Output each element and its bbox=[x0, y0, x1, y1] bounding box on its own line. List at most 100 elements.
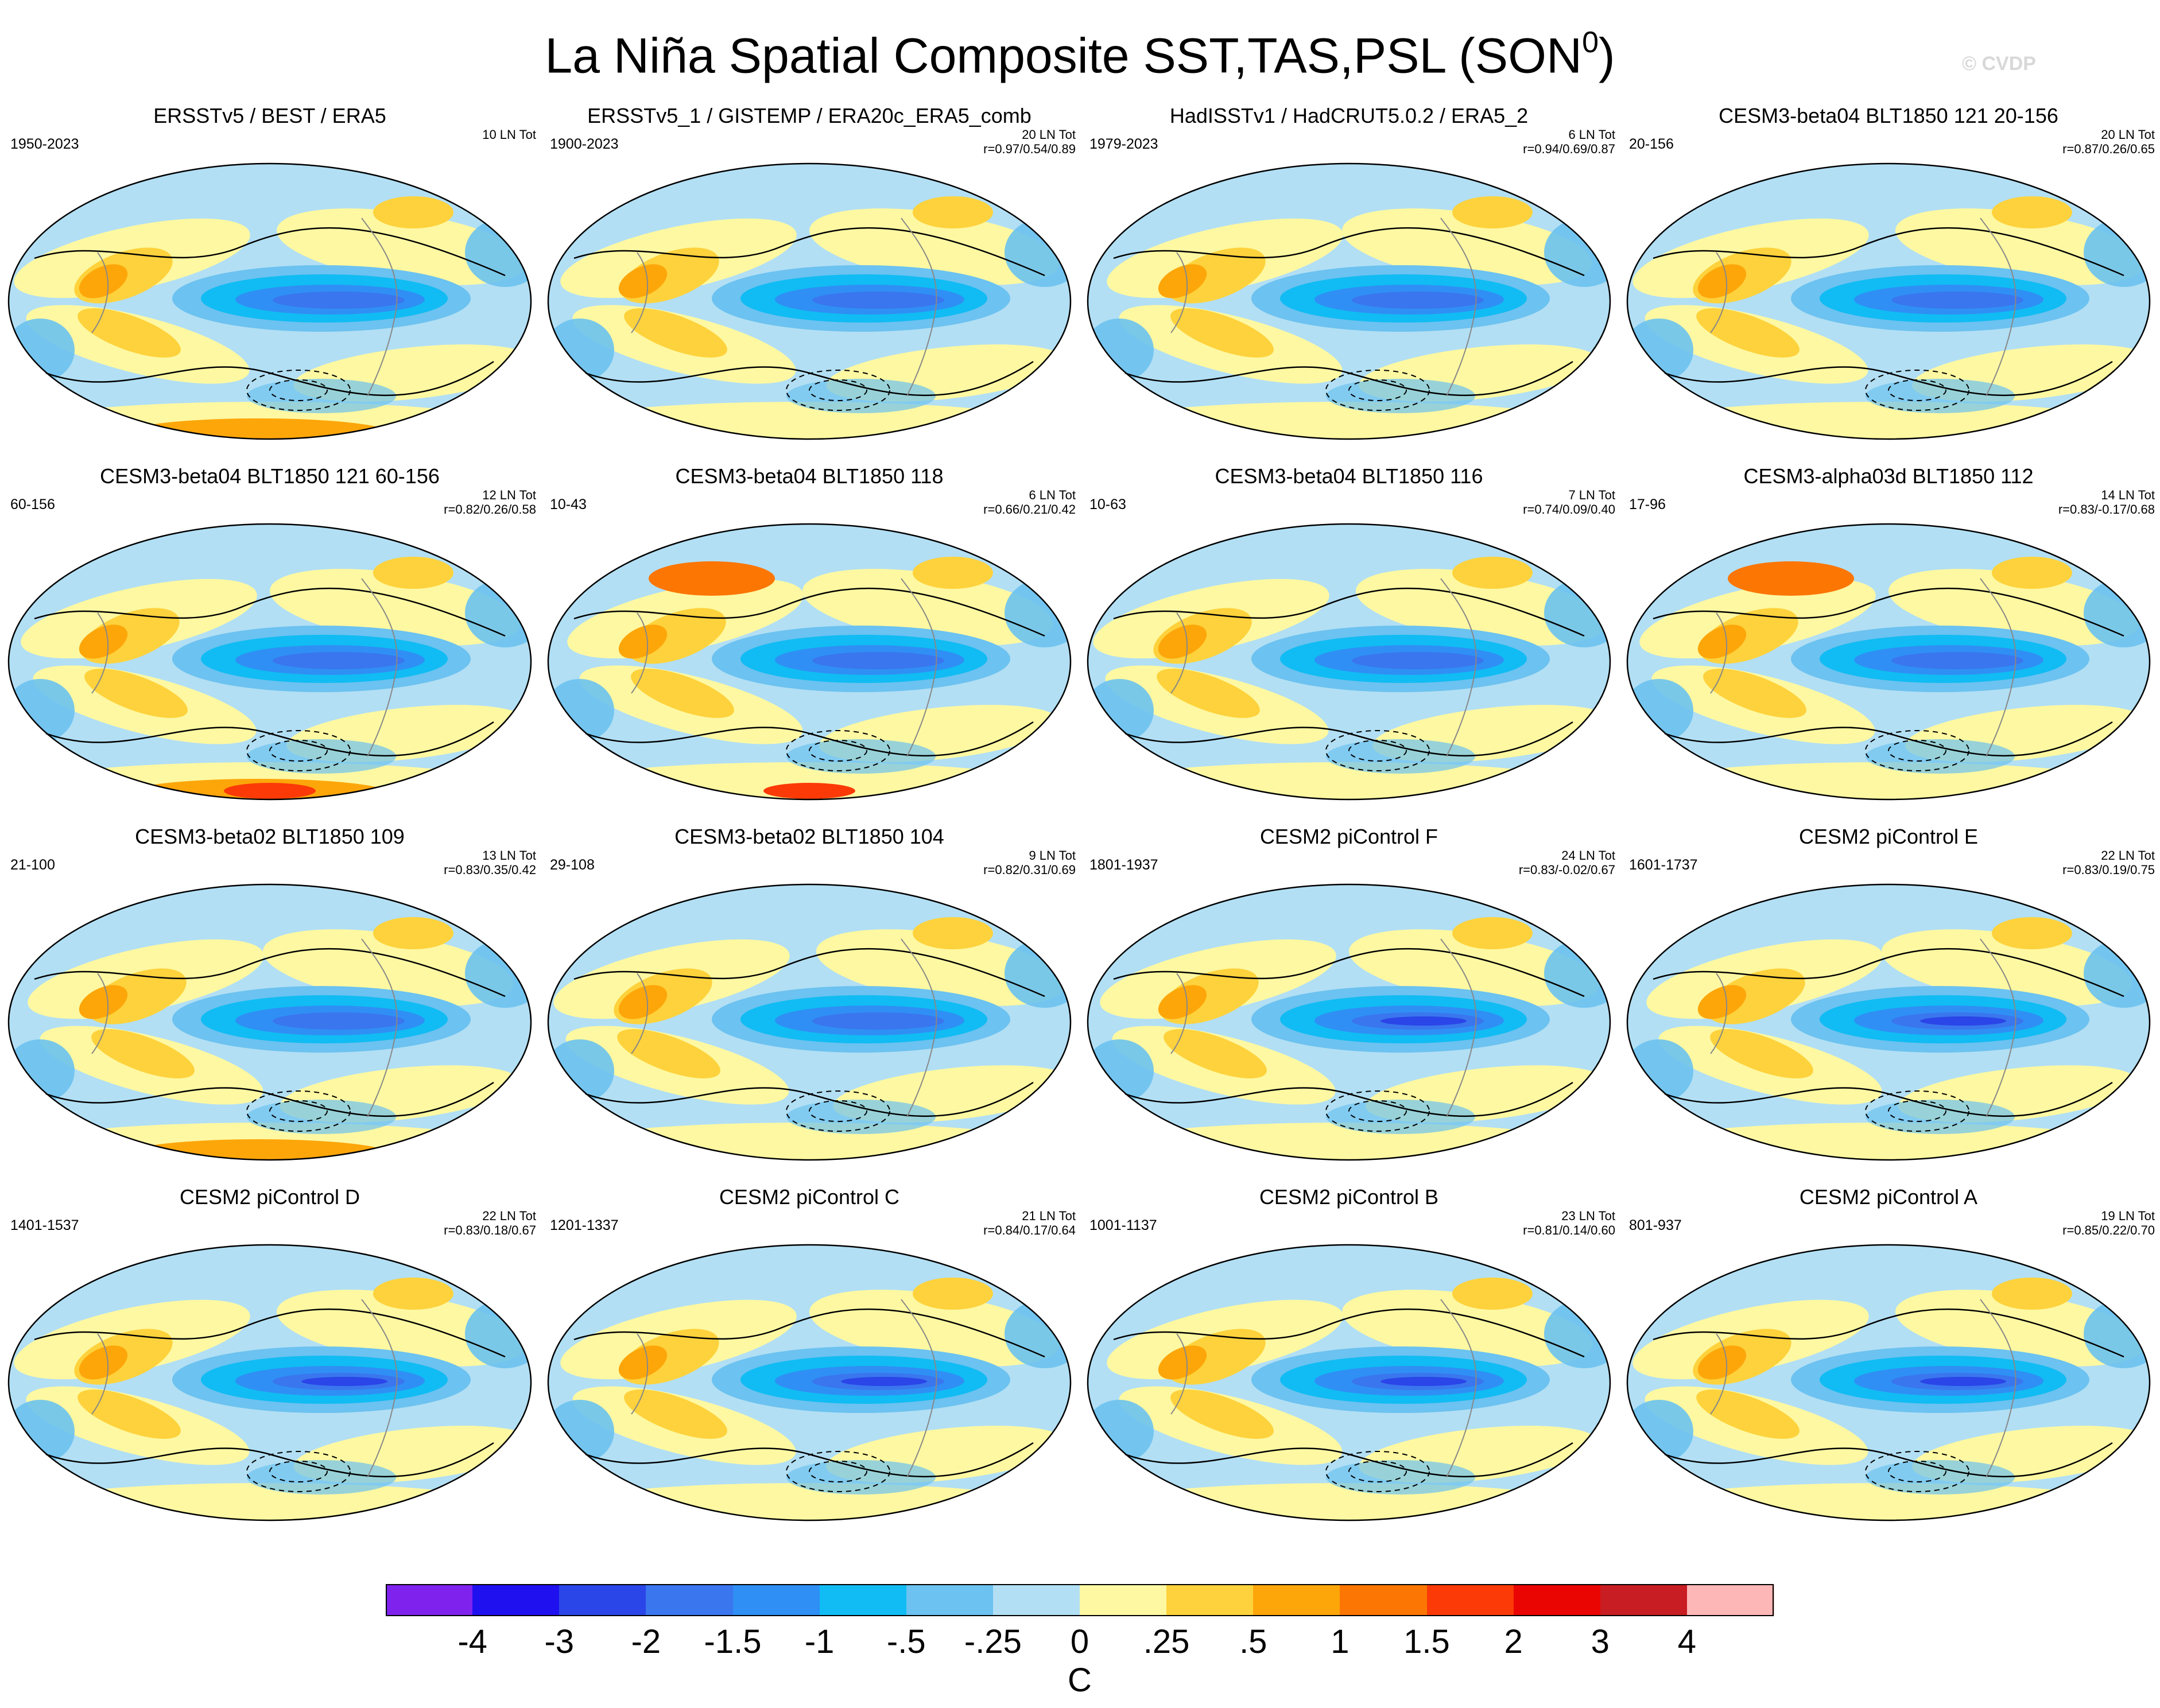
panel-event-count: 22 LN Tot bbox=[2101, 848, 2155, 863]
anomaly-map bbox=[1626, 1244, 2151, 1521]
colorbar-swatch bbox=[1513, 1584, 1601, 1616]
panel-title: CESM3-beta04 BLT1850 118 bbox=[675, 464, 944, 488]
panel-years: 60-156 bbox=[10, 496, 55, 513]
panel-stats: 12 LN Tot r=0.82/0.26/0.58 bbox=[444, 488, 536, 517]
panel-event-count: 23 LN Tot bbox=[1561, 1209, 1615, 1223]
panel-event-count: 14 LN Tot bbox=[2101, 488, 2155, 502]
colorbar-swatch bbox=[819, 1584, 907, 1616]
panel-pattern-correlation: r=0.87/0.26/0.65 bbox=[2062, 142, 2155, 156]
colorbar-tick-label: 1.5 bbox=[1403, 1623, 1450, 1660]
panel-years: 17-96 bbox=[1629, 496, 1666, 513]
colorbar-tick-label: -.5 bbox=[886, 1623, 926, 1660]
colorbar-tick-label: -1 bbox=[804, 1623, 835, 1660]
anomaly-map bbox=[1626, 883, 2151, 1161]
panel-stats: 20 LN Tot r=0.97/0.54/0.89 bbox=[983, 127, 1076, 156]
panel-stats: 7 LN Tot r=0.74/0.09/0.40 bbox=[1523, 488, 1615, 517]
panel-pattern-correlation: r=0.94/0.69/0.87 bbox=[1523, 142, 1615, 156]
panel-pattern-correlation: r=0.66/0.21/0.42 bbox=[983, 502, 1076, 517]
panel-stats: 13 LN Tot r=0.83/0.35/0.42 bbox=[444, 848, 536, 877]
colorbar-tick-label: -2 bbox=[631, 1623, 661, 1660]
panel-stats: 22 LN Tot r=0.83/0.18/0.67 bbox=[444, 1209, 536, 1237]
map-panel: CESM3-beta02 BLT1850 109 21-100 13 LN Tot r… bbox=[0, 824, 540, 1183]
panel-pattern-correlation: r=0.83/0.19/0.75 bbox=[2062, 863, 2155, 877]
panel-years: 801-937 bbox=[1629, 1217, 1682, 1233]
colorbar-swatch bbox=[472, 1584, 560, 1616]
panel-stats: 23 LN Tot r=0.81/0.14/0.60 bbox=[1523, 1209, 1615, 1237]
colorbar-tick-label: .25 bbox=[1143, 1623, 1190, 1660]
panel-years: 1900-2023 bbox=[550, 136, 619, 152]
panel-years: 1201-1337 bbox=[550, 1217, 619, 1233]
panel-years: 10-43 bbox=[550, 496, 587, 513]
panel-years: 1950-2023 bbox=[10, 136, 79, 152]
panel-title: CESM3-beta04 BLT1850 116 bbox=[1215, 464, 1483, 488]
map-panel: CESM2 piControl F 1801-1937 24 LN Tot r=0.8… bbox=[1079, 824, 1619, 1183]
panel-title: CESM3-beta02 BLT1850 109 bbox=[135, 825, 405, 848]
panel-event-count: 10 LN Tot bbox=[482, 127, 536, 142]
panel-event-count: 7 LN Tot bbox=[1568, 488, 1615, 502]
colorbar-units: C bbox=[1068, 1662, 1092, 1699]
anomaly-map bbox=[1087, 523, 1611, 801]
panel-title: ERSSTv5 / BEST / ERA5 bbox=[153, 104, 386, 127]
panel-event-count: 12 LN Tot bbox=[482, 488, 536, 502]
map-panel: CESM3-beta04 BLT1850 118 10-43 6 LN Tot r=0… bbox=[540, 464, 1079, 822]
colorbar-tick-label: 0 bbox=[1070, 1623, 1089, 1660]
panel-event-count: 21 LN Tot bbox=[1022, 1209, 1076, 1223]
panel-stats: 19 LN Tot r=0.85/0.22/0.70 bbox=[2062, 1209, 2155, 1237]
colorbar-tick-label: -4 bbox=[457, 1623, 487, 1660]
map-panel: CESM3-beta04 BLT1850 121 20-156 20-156 20 … bbox=[1619, 103, 2158, 462]
map-panel: HadISSTv1 / HadCRUT5.0.2 / ERA5_2 1979-20… bbox=[1079, 103, 1619, 462]
panel-title: CESM3-beta02 BLT1850 104 bbox=[674, 825, 944, 848]
panel-years: 29-108 bbox=[550, 857, 595, 873]
panel-pattern-correlation: r=0.97/0.54/0.89 bbox=[983, 142, 1076, 156]
colorbar-swatch bbox=[1340, 1584, 1427, 1616]
anomaly-map bbox=[7, 883, 532, 1161]
map-panel: CESM2 piControl B 1001-1137 23 LN Tot r=0.8… bbox=[1079, 1185, 1619, 1543]
map-panel: ERSSTv5_1 / GISTEMP / ERA20c_ERA5_comb 19… bbox=[540, 103, 1079, 462]
anomaly-map bbox=[547, 523, 1072, 801]
panel-title: CESM2 piControl A bbox=[1799, 1185, 1978, 1209]
colorbar-swatch bbox=[732, 1584, 820, 1616]
colorbar-tick-label: 4 bbox=[1677, 1623, 1696, 1660]
panel-stats: 6 LN Tot r=0.66/0.21/0.42 bbox=[983, 488, 1076, 517]
map-panel: CESM3-beta02 BLT1850 104 29-108 9 LN Tot r=… bbox=[540, 824, 1079, 1183]
map-panel: CESM3-beta04 BLT1850 121 60-156 60-156 12 … bbox=[0, 464, 540, 822]
anomaly-map bbox=[1626, 162, 2151, 440]
panel-event-count: 6 LN Tot bbox=[1568, 127, 1615, 142]
panel-years: 1401-1537 bbox=[10, 1217, 79, 1233]
panel-pattern-correlation: r=0.83/-0.17/0.68 bbox=[2058, 502, 2155, 517]
colorbar-tick-label: -3 bbox=[544, 1623, 575, 1660]
panel-years: 10-63 bbox=[1089, 496, 1126, 513]
map-panel: ERSSTv5 / BEST / ERA5 1950-2023 10 LN Tot bbox=[0, 103, 540, 462]
panel-stats: 14 LN Tot r=0.83/-0.17/0.68 bbox=[2058, 488, 2155, 517]
panel-pattern-correlation: r=0.82/0.26/0.58 bbox=[444, 502, 536, 517]
panel-title: CESM2 piControl C bbox=[719, 1185, 900, 1209]
colorbar-swatch bbox=[1426, 1584, 1514, 1616]
panel-stats: 20 LN Tot r=0.87/0.26/0.65 bbox=[2062, 127, 2155, 156]
panel-pattern-correlation: r=0.85/0.22/0.70 bbox=[2062, 1223, 2155, 1237]
panel-pattern-correlation: r=0.81/0.14/0.60 bbox=[1523, 1223, 1615, 1237]
anomaly-map bbox=[547, 883, 1072, 1161]
colorbar-swatch bbox=[906, 1584, 994, 1616]
panel-title: CESM2 piControl D bbox=[179, 1185, 360, 1209]
panel-event-count: 9 LN Tot bbox=[1029, 848, 1076, 863]
colorbar-tick-label: 3 bbox=[1591, 1623, 1610, 1660]
panel-pattern-correlation: r=0.83/0.35/0.42 bbox=[444, 863, 536, 877]
map-panel: CESM3-beta04 BLT1850 116 10-63 7 LN Tot r=0… bbox=[1079, 464, 1619, 822]
panel-years: 1601-1737 bbox=[1629, 857, 1698, 873]
colorbar-swatch bbox=[1600, 1584, 1688, 1616]
anomaly-map bbox=[547, 162, 1072, 440]
colorbar-swatch bbox=[1166, 1584, 1254, 1616]
colorbar-tick-label: 2 bbox=[1504, 1623, 1523, 1660]
panel-title: CESM2 piControl B bbox=[1259, 1185, 1439, 1209]
panel-years: 1979-2023 bbox=[1089, 136, 1158, 152]
map-panel: CESM2 piControl C 1201-1337 21 LN Tot r=0.8… bbox=[540, 1185, 1079, 1543]
colorbar-swatch bbox=[1080, 1584, 1167, 1616]
anomaly-map bbox=[1087, 1244, 1611, 1521]
panel-pattern-correlation: r=0.84/0.17/0.64 bbox=[983, 1223, 1076, 1237]
panel-event-count: 13 LN Tot bbox=[482, 848, 536, 863]
anomaly-map bbox=[1087, 883, 1611, 1161]
panel-stats: 6 LN Tot r=0.94/0.69/0.87 bbox=[1523, 127, 1615, 156]
colorbar-swatch bbox=[559, 1584, 646, 1616]
map-panel: CESM2 piControl D 1401-1537 22 LN Tot r=0.8… bbox=[0, 1185, 540, 1543]
watermark: © CVDP bbox=[1962, 53, 2036, 75]
